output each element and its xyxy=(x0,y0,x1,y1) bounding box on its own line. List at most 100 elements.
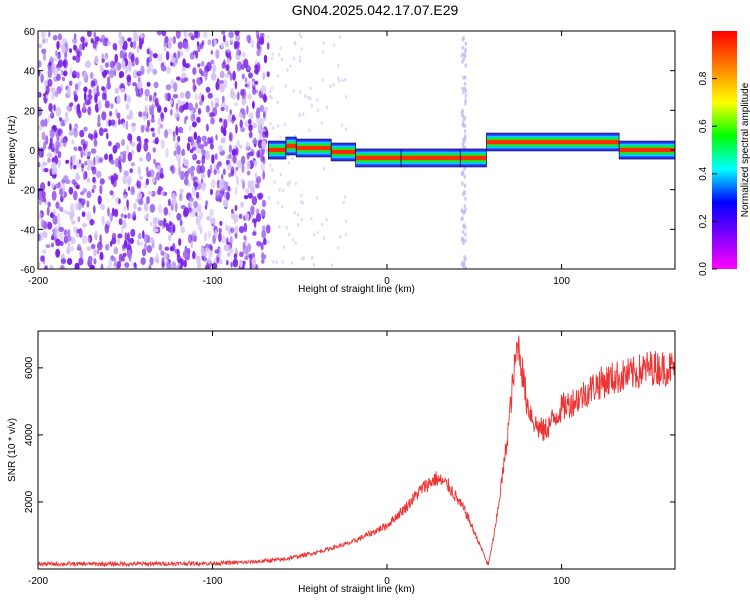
noise-speck xyxy=(61,76,66,82)
noise-speck xyxy=(172,132,176,142)
noise-speck xyxy=(90,218,93,226)
noise-speck xyxy=(238,226,245,234)
y-tick-label: 40 xyxy=(24,67,36,78)
noise-speck xyxy=(113,246,119,255)
noise-speck xyxy=(294,241,297,245)
noise-speck xyxy=(52,57,59,62)
noise-speck xyxy=(256,176,262,184)
noise-speck xyxy=(41,131,46,141)
noise-speck xyxy=(97,241,103,251)
noise-speck xyxy=(192,250,196,260)
noise-speck xyxy=(183,259,187,268)
noise-speck xyxy=(260,38,264,46)
noise-speck xyxy=(99,184,103,195)
snr-panel: -200 -100 0 100 2000 4000 6000 Height of straig… xyxy=(7,330,676,595)
sparse-column-speck xyxy=(464,238,467,243)
spectrogram-plot-area xyxy=(38,31,675,269)
noise-speck xyxy=(340,123,344,128)
y-tick-label: 6000 xyxy=(24,356,35,379)
noise-speck xyxy=(188,125,192,131)
noise-speck xyxy=(207,169,211,178)
noise-speck xyxy=(341,78,344,83)
noise-speck xyxy=(246,34,252,43)
noise-speck xyxy=(69,102,74,107)
noise-speck xyxy=(269,89,272,94)
noise-speck xyxy=(142,230,145,239)
noise-speck xyxy=(83,91,87,102)
sparse-column-speck xyxy=(463,174,467,179)
sparse-column-speck xyxy=(461,113,464,119)
noise-speck xyxy=(337,246,340,250)
noise-speck xyxy=(252,231,257,236)
noise-speck xyxy=(59,240,64,247)
sparse-column-speck xyxy=(463,86,467,92)
noise-speck xyxy=(316,231,319,235)
noise-speck xyxy=(195,212,198,217)
noise-speck xyxy=(256,213,262,222)
noise-speck xyxy=(205,86,211,93)
noise-speck xyxy=(154,137,159,145)
noise-speck xyxy=(309,96,312,101)
noise-speck xyxy=(86,211,92,222)
noise-speck xyxy=(176,213,182,221)
noise-speck xyxy=(137,232,142,240)
noise-speck xyxy=(80,198,86,205)
noise-speck xyxy=(288,180,291,184)
noise-speck xyxy=(47,115,51,124)
noise-speck xyxy=(160,250,165,256)
noise-speck xyxy=(109,240,113,247)
noise-speck xyxy=(239,259,243,268)
noise-speck xyxy=(132,40,137,50)
noise-speck xyxy=(183,177,189,186)
x-tick-label: -100 xyxy=(203,576,223,587)
noise-speck xyxy=(120,213,124,218)
noise-speck xyxy=(149,236,155,244)
sparse-column-speck xyxy=(460,216,464,222)
noise-speck xyxy=(292,56,296,61)
noise-speck xyxy=(57,33,63,41)
noise-speck xyxy=(196,160,201,165)
sparse-column-speck xyxy=(463,183,467,188)
noise-speck xyxy=(88,255,93,263)
y-tick-label: 2000 xyxy=(24,490,35,513)
noise-speck xyxy=(164,36,169,44)
noise-speck xyxy=(99,234,102,245)
noise-speck xyxy=(138,199,144,206)
noise-speck xyxy=(203,70,209,78)
ridge-segment xyxy=(285,144,297,149)
noise-speck xyxy=(281,204,284,209)
noise-speck xyxy=(38,70,41,75)
noise-speck xyxy=(322,41,325,45)
noise-speck xyxy=(115,142,121,150)
noise-speck xyxy=(302,112,305,116)
noise-speck xyxy=(65,159,70,164)
noise-speck xyxy=(87,106,92,116)
noise-speck xyxy=(269,94,272,99)
noise-speck xyxy=(139,175,143,181)
noise-speck xyxy=(70,236,76,245)
noise-speck xyxy=(93,248,97,257)
noise-speck xyxy=(233,102,238,107)
ridge-segment xyxy=(401,155,461,160)
noise-speck xyxy=(344,232,348,237)
noise-speck xyxy=(256,49,261,57)
noise-speck xyxy=(215,189,221,199)
noise-speck xyxy=(188,32,194,37)
noise-speck xyxy=(219,83,225,93)
noise-speck xyxy=(126,199,129,209)
noise-speck xyxy=(192,121,197,128)
noise-speck xyxy=(157,185,162,196)
noise-speck xyxy=(128,109,133,120)
noise-speck xyxy=(225,40,229,48)
noise-speck xyxy=(345,127,348,131)
noise-speck xyxy=(210,59,215,65)
x-axis-label: Height of straight line (km) xyxy=(298,584,415,595)
noise-speck xyxy=(118,198,121,205)
noise-speck xyxy=(44,264,48,269)
noise-speck xyxy=(307,95,310,100)
noise-speck xyxy=(149,169,155,178)
noise-speck xyxy=(291,156,294,161)
noise-speck xyxy=(218,232,222,243)
noise-speck xyxy=(44,118,48,127)
noise-speck xyxy=(77,216,81,223)
